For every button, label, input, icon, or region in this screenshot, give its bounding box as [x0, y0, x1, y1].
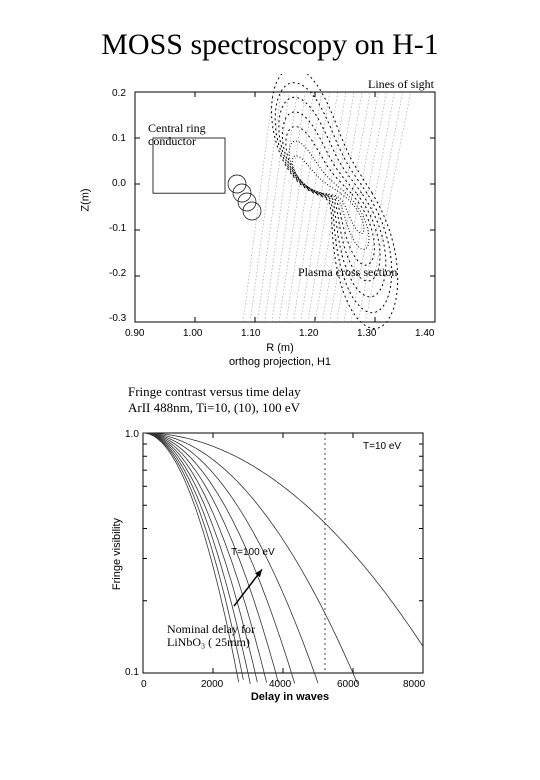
fig1-ylabel: Z(m) [80, 188, 92, 211]
fig2-title-line: Fringe contrast versus time delay [128, 384, 301, 399]
fig2-title-line: ArII 488nm, Ti=10, (10), 100 eV [128, 400, 300, 415]
annotation-t100: T=100 eV [231, 547, 275, 558]
fig2-ytick: 1.0 [125, 429, 139, 440]
fig1-xtick: 1.20 [299, 328, 318, 339]
fig1-xtick: 0.90 [125, 328, 144, 339]
figure-fringe-contrast: 1.0 0.1 Fringe visibility 0 2000 4000 60… [105, 423, 435, 733]
fig2-xtick: 4000 [269, 679, 291, 690]
fig1-ytick: -0.2 [109, 268, 126, 279]
fig2-ylabel: Fringe visibility [111, 518, 123, 590]
annotation-line: Central ring [148, 121, 206, 135]
fig1-ytick: -0.3 [109, 313, 126, 324]
fig2-title: Fringe contrast versus time delay ArII 4… [128, 384, 540, 415]
page-title: MOSS spectroscopy on H-1 [0, 0, 540, 62]
fig1-xtick: 1.10 [241, 328, 260, 339]
fig1-xlabel-1: R (m) [240, 342, 320, 354]
annotation-t10: T=10 eV [363, 441, 401, 452]
annotation-lines-of-sight: Lines of sight [368, 78, 434, 91]
plot-svg-2 [105, 423, 435, 703]
fig2-xlabel: Delay in waves [235, 691, 345, 703]
annotation-line: Nominal delay for [167, 622, 255, 636]
fig1-xtick: 1.30 [357, 328, 376, 339]
fig2-xtick: 6000 [337, 679, 359, 690]
annotation-line: conductor [148, 134, 196, 148]
annotation-nominal-delay: Nominal delay for LiNbO₃ ( 25mm) [167, 623, 255, 649]
annotation-line: LiNbO₃ ( 25mm) [167, 635, 250, 649]
annotation-plasma-cross-section: Plasma cross section [298, 266, 397, 279]
fig2-ytick: 0.1 [125, 667, 139, 678]
annotation-central-ring: Central ring conductor [148, 122, 206, 148]
fig1-xlabel-2: orthog projection, H1 [200, 356, 360, 368]
fig1-ytick: 0.1 [112, 133, 126, 144]
fig1-xtick: 1.40 [415, 328, 434, 339]
fig1-ytick: 0.2 [112, 88, 126, 99]
fig2-xtick: 0 [141, 679, 147, 690]
fig1-xtick: 1.00 [183, 328, 202, 339]
figure-cross-section: Z(m) 0.2 0.1 0.0 -0.1 -0.2 -0.3 0.90 1.0… [80, 74, 460, 384]
fig1-ytick: -0.1 [109, 223, 126, 234]
fig2-xtick: 2000 [201, 679, 223, 690]
fig2-xtick: 8000 [403, 679, 425, 690]
fig1-ytick: 0.0 [112, 178, 126, 189]
